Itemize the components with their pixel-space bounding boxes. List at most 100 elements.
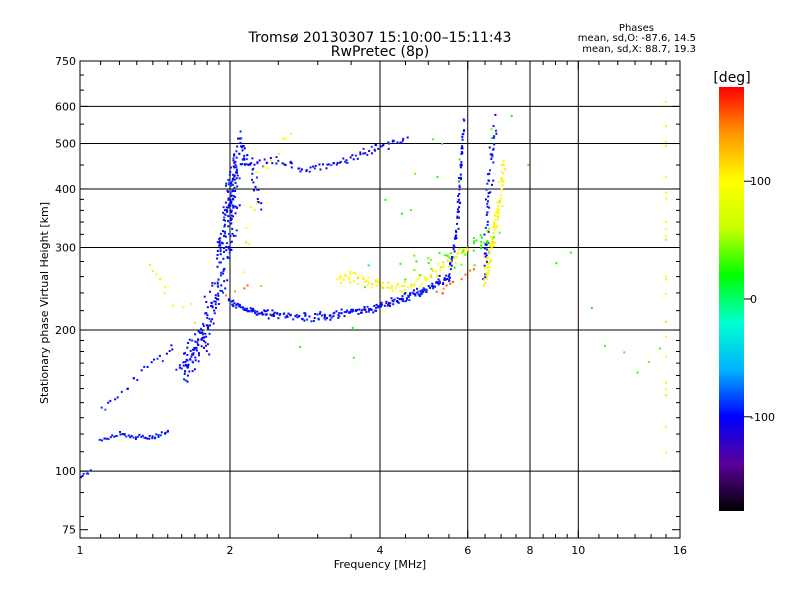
data-point bbox=[504, 168, 507, 171]
data-point bbox=[461, 136, 464, 138]
data-point bbox=[397, 301, 400, 304]
data-point bbox=[349, 281, 352, 284]
data-point bbox=[304, 312, 307, 315]
data-point bbox=[183, 352, 185, 355]
data-point bbox=[226, 210, 229, 213]
data-point bbox=[486, 223, 489, 226]
data-point bbox=[219, 253, 222, 256]
data-point bbox=[229, 241, 232, 244]
data-point bbox=[229, 204, 232, 207]
data-point bbox=[493, 135, 496, 138]
data-point bbox=[483, 278, 486, 281]
data-point bbox=[424, 288, 427, 291]
data-point bbox=[241, 163, 243, 166]
data-point bbox=[492, 221, 495, 224]
data-point bbox=[186, 380, 189, 383]
data-point bbox=[349, 272, 352, 275]
data-point bbox=[82, 472, 85, 475]
data-point bbox=[409, 209, 412, 212]
data-point bbox=[225, 184, 227, 187]
data-point bbox=[229, 199, 232, 202]
data-point bbox=[319, 168, 322, 171]
data-point bbox=[664, 238, 667, 241]
data-point bbox=[381, 281, 384, 284]
data-point bbox=[219, 250, 222, 253]
data-point bbox=[417, 293, 420, 296]
data-point bbox=[442, 287, 445, 290]
data-point bbox=[205, 350, 208, 353]
data-point bbox=[189, 349, 192, 352]
data-point bbox=[469, 269, 472, 272]
data-point bbox=[148, 437, 151, 440]
data-point bbox=[227, 206, 230, 209]
data-point bbox=[429, 258, 432, 261]
data-point bbox=[222, 247, 225, 250]
data-point bbox=[304, 314, 307, 317]
colorbar-tick-label: -100 bbox=[750, 411, 775, 424]
data-point bbox=[453, 245, 456, 248]
data-point bbox=[387, 286, 390, 289]
data-point bbox=[204, 344, 207, 347]
data-point bbox=[209, 290, 211, 293]
data-point bbox=[182, 361, 185, 364]
data-point bbox=[463, 129, 465, 132]
data-point bbox=[436, 274, 439, 277]
data-point bbox=[346, 309, 349, 312]
data-point bbox=[418, 295, 421, 298]
data-point bbox=[220, 271, 223, 274]
data-point bbox=[260, 202, 263, 205]
data-point bbox=[423, 277, 426, 280]
data-point bbox=[464, 273, 467, 276]
data-point bbox=[409, 292, 412, 295]
data-point bbox=[487, 273, 489, 276]
x-tick-label: 6 bbox=[464, 544, 471, 557]
data-point bbox=[480, 247, 483, 250]
data-point bbox=[146, 437, 149, 440]
data-point bbox=[366, 283, 369, 286]
data-point bbox=[141, 434, 144, 437]
data-point bbox=[458, 179, 461, 182]
data-point bbox=[664, 425, 667, 428]
y-tick-label: 400 bbox=[55, 183, 76, 196]
data-point bbox=[230, 214, 233, 217]
data-point bbox=[218, 240, 221, 243]
data-point bbox=[356, 309, 359, 311]
data-point bbox=[205, 301, 208, 303]
data-point bbox=[492, 148, 495, 151]
data-point bbox=[389, 305, 391, 307]
data-point bbox=[401, 139, 404, 142]
data-point bbox=[445, 274, 448, 277]
data-point bbox=[210, 302, 213, 304]
data-point bbox=[458, 184, 461, 187]
data-point bbox=[309, 166, 312, 169]
data-point bbox=[490, 153, 493, 156]
data-point bbox=[339, 160, 342, 163]
data-point bbox=[184, 370, 187, 373]
data-point bbox=[98, 438, 101, 441]
data-point bbox=[498, 180, 501, 183]
y-tick-label: 100 bbox=[55, 465, 76, 478]
data-point bbox=[382, 287, 385, 289]
data-point bbox=[211, 304, 214, 307]
data-point bbox=[204, 312, 207, 315]
data-point bbox=[364, 308, 367, 311]
data-point bbox=[377, 280, 380, 283]
y-tick-label: 300 bbox=[55, 242, 76, 255]
data-point bbox=[104, 408, 107, 411]
data-point bbox=[432, 287, 435, 290]
data-point bbox=[400, 212, 403, 215]
data-point bbox=[403, 288, 406, 291]
data-point bbox=[368, 150, 371, 152]
data-point bbox=[339, 282, 342, 285]
data-point bbox=[258, 159, 261, 162]
data-point bbox=[665, 355, 668, 358]
data-point bbox=[665, 275, 667, 278]
data-point bbox=[265, 313, 267, 316]
data-point bbox=[484, 198, 487, 201]
data-point bbox=[665, 451, 668, 454]
data-point bbox=[452, 244, 455, 247]
data-point bbox=[380, 145, 383, 148]
data-point bbox=[151, 270, 154, 273]
data-point bbox=[352, 158, 355, 161]
data-point bbox=[289, 160, 292, 163]
